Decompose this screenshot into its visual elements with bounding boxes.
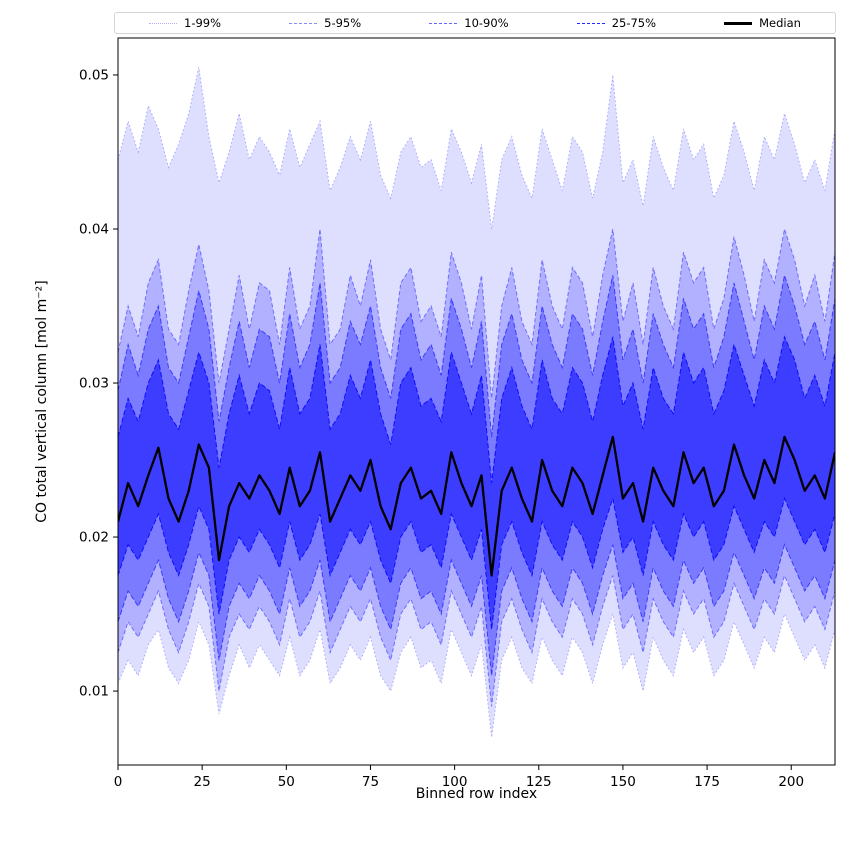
band-edge-10-90%: [118, 543, 835, 676]
axes-spines: [117, 37, 836, 766]
y-tick-label: 0.02: [79, 530, 109, 546]
legend-label-25-75: 25-75%: [611, 16, 657, 30]
legend-line-10-90-icon: [429, 22, 458, 24]
y-axis-label: CO total vertical column [mol m⁻²]: [34, 280, 50, 522]
legend-label-5-95: 5-95%: [324, 16, 362, 30]
band-edge-1-99%: [118, 67, 835, 230]
x-tick-label: 100: [442, 774, 468, 790]
band-edge-25-75%: [118, 335, 835, 484]
x-tick-label: 0: [114, 774, 123, 790]
legend-label-10-90: 10-90%: [464, 16, 509, 30]
band-fill-25-75%: [118, 336, 835, 630]
band-edge-5-95%: [118, 573, 835, 707]
x-tick-label: 175: [694, 774, 720, 790]
plot-area: [118, 67, 835, 738]
median-line: [118, 435, 835, 577]
band-edge-10-90%: [118, 275, 835, 437]
y-tick-label: 0.03: [79, 376, 109, 392]
legend-item-10-90: 10-90%: [429, 16, 509, 30]
legend-item-25-75: 25-75%: [576, 16, 657, 30]
y-tick-label: 0.01: [79, 684, 109, 700]
legend-line-1-99-icon: [149, 22, 177, 24]
chart-legend: 1-99% 5-95% 10-90% 25-75% Median: [114, 12, 836, 34]
y-tick-label: 0.05: [79, 67, 109, 83]
x-tick-label: 150: [610, 774, 636, 790]
legend-label-1-99: 1-99%: [184, 16, 222, 30]
band-edge-25-75%: [118, 496, 835, 630]
legend-item-median: Median: [724, 16, 801, 30]
legend-line-5-95-icon: [289, 22, 318, 24]
legend-line-25-75-icon: [576, 22, 605, 24]
y-tick-label: 0.04: [79, 221, 109, 237]
x-tick-label: 125: [526, 774, 552, 790]
legend-item-1-99: 1-99%: [149, 16, 221, 30]
legend-label-median: Median: [759, 16, 801, 30]
band-edge-1-99%: [118, 612, 835, 738]
legend-item-5-95: 5-95%: [289, 16, 361, 30]
x-tick-label: 25: [194, 774, 211, 790]
x-axis-label: Binned row index: [416, 786, 537, 802]
x-tick-label: 75: [362, 774, 379, 790]
x-tick-label: 50: [278, 774, 295, 790]
x-tick-label: 200: [778, 774, 804, 790]
legend-line-median-icon: [724, 21, 753, 25]
band-edge-5-95%: [118, 228, 835, 399]
